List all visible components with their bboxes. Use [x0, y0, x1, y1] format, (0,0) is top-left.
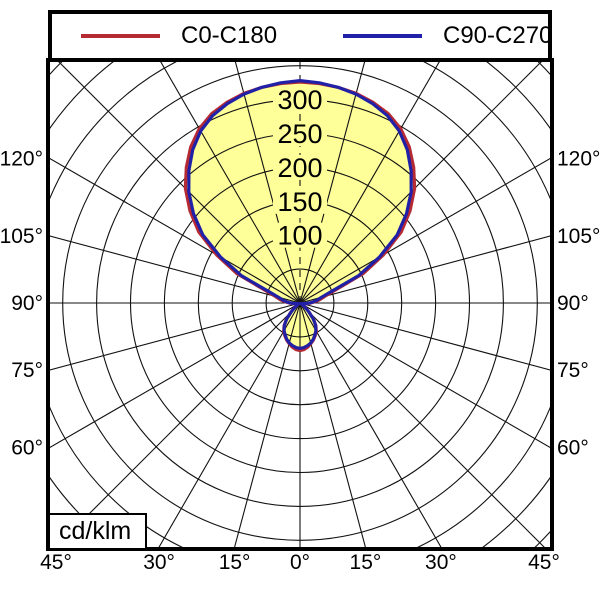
lobe-fill-c90-c270: [188, 80, 412, 349]
angle-label-left-120: 120°: [0, 148, 43, 171]
angle-label-bottom-6: 45°: [528, 551, 560, 574]
legend-label-c90-c270: C90-C270: [443, 22, 553, 49]
legend-label-c0-c180: C0-C180: [181, 22, 278, 49]
grid-radial-60: [299, 302, 550, 448]
grid-radial-150: [299, 62, 440, 304]
angle-label-right-120: 120°: [557, 148, 600, 171]
grid-radial-300: [50, 302, 301, 448]
angle-label-right-75: 75°: [557, 359, 589, 382]
radial-tick-bg-100: [273, 222, 327, 248]
legend: C0-C180 C90-C270: [48, 10, 552, 62]
grid-radial-75: [299, 302, 550, 371]
angle-label-bottom-1: 30°: [143, 551, 175, 574]
angle-label-left-90: 90°: [11, 292, 43, 315]
grid-radial-45: [299, 302, 545, 547]
angle-label-bottom-4: 15°: [350, 551, 382, 574]
angle-label-left-105: 105°: [0, 225, 43, 248]
angle-label-right-90: 90°: [557, 292, 589, 315]
legend-item-c90-c270: C90-C270: [343, 14, 552, 58]
grid-radial-120: [299, 158, 550, 304]
radial-tick-label-250: 250: [277, 119, 322, 149]
radial-tick-label-200: 200: [277, 153, 322, 183]
legend-line-red: [81, 34, 160, 38]
angle-label-left-60: 60°: [11, 436, 43, 459]
grid-radial-135: [299, 62, 542, 304]
angle-label-bottom-5: 30°: [425, 551, 457, 574]
radial-tick-bg-300: [273, 87, 327, 113]
legend-line-blue: [343, 34, 422, 38]
angle-label-bottom-3: 0°: [290, 551, 310, 574]
grid-radial-30: [299, 302, 442, 547]
radial-tick-label-300: 300: [277, 85, 322, 115]
grid-radial-315: [55, 302, 301, 547]
legend-item-c0-c180: C0-C180: [81, 14, 277, 58]
grid-radial-15: [299, 302, 366, 547]
angle-label-right-60: 60°: [557, 436, 589, 459]
radial-tick-label-100: 100: [277, 221, 322, 251]
radial-tick-label-150: 150: [277, 187, 322, 217]
angle-label-left-75: 75°: [11, 359, 43, 382]
angle-label-right-105: 105°: [557, 225, 600, 248]
grid-radial-105: [299, 235, 550, 304]
grid-radial-345: [234, 302, 301, 547]
grid-radial-210: [160, 62, 301, 304]
grid-radial-240: [50, 158, 301, 304]
radial-tick-bg-150: [273, 188, 327, 214]
grid-radial-330: [158, 302, 301, 547]
grid-radial-285: [50, 302, 301, 371]
unit-label: cd/klm: [59, 517, 132, 545]
angle-label-bottom-2: 15°: [219, 551, 251, 574]
unit-box: cd/klm: [48, 513, 147, 550]
grid-radial-225: [58, 62, 301, 304]
angle-label-bottom-0: 45°: [40, 551, 72, 574]
grid-radial-255: [50, 235, 301, 304]
curve-c90-c270: [187, 79, 413, 350]
radial-tick-bg-250: [273, 121, 327, 146]
radial-tick-bg-200: [273, 154, 327, 180]
